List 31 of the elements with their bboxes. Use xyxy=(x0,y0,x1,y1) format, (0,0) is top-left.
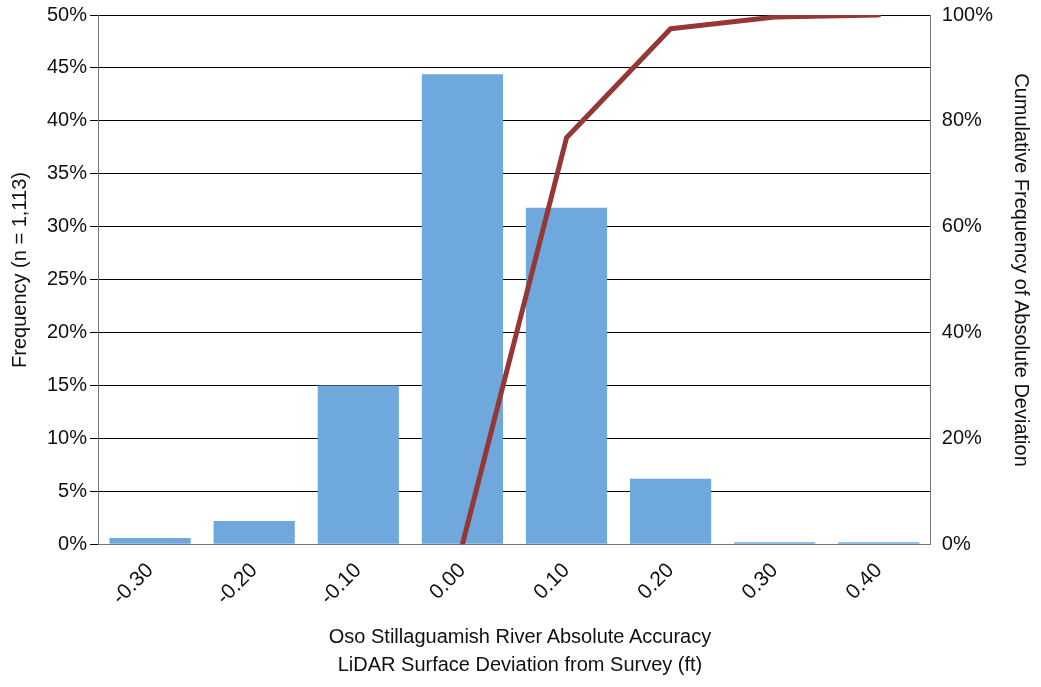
y-tick-label: 20% xyxy=(47,320,88,343)
y-tick-label: 30% xyxy=(47,214,88,237)
x-tick-label: 0.20 xyxy=(632,557,678,604)
y-tick-label: 40% xyxy=(47,108,88,131)
y2-tick-label: 100% xyxy=(941,2,994,25)
bar xyxy=(525,207,608,544)
x-tick-label: 0.40 xyxy=(840,557,886,604)
y-tick-label: 50% xyxy=(47,2,88,25)
x-tick-label: 0.30 xyxy=(736,557,782,604)
y2-tick-label: 0% xyxy=(941,531,971,554)
x-axis-title: Oso Stillaguamish River Absolute Accuracy LiDAR Surface Deviation from Survey (ft) xyxy=(327,624,713,677)
bar xyxy=(317,385,399,544)
x-tick-label: 0.10 xyxy=(528,557,574,604)
y-tick-label: 45% xyxy=(47,55,88,78)
y-tick-label: 15% xyxy=(47,373,88,396)
bar xyxy=(109,537,191,544)
y-axis-title: Frequency (n = 1,113) xyxy=(8,172,31,368)
y2-tick-label: 80% xyxy=(941,108,983,131)
y2-tick-label: 20% xyxy=(941,425,983,448)
y2-axis-title: Cumulative Frequency of Absolute Deviation xyxy=(1010,73,1033,467)
y2-tick-label: 40% xyxy=(941,320,983,343)
y2-tick-label: 60% xyxy=(941,214,983,237)
y-tick-label: 35% xyxy=(47,161,88,184)
x-tick-label: 0.00 xyxy=(424,557,470,604)
y-tick-label: 25% xyxy=(47,267,88,290)
bar xyxy=(213,521,295,544)
bar xyxy=(629,478,712,544)
bar xyxy=(421,74,503,544)
y-tick-label: 5% xyxy=(58,478,88,501)
y-tick-label: 0% xyxy=(58,531,88,554)
y-tick-label: 10% xyxy=(47,425,88,448)
